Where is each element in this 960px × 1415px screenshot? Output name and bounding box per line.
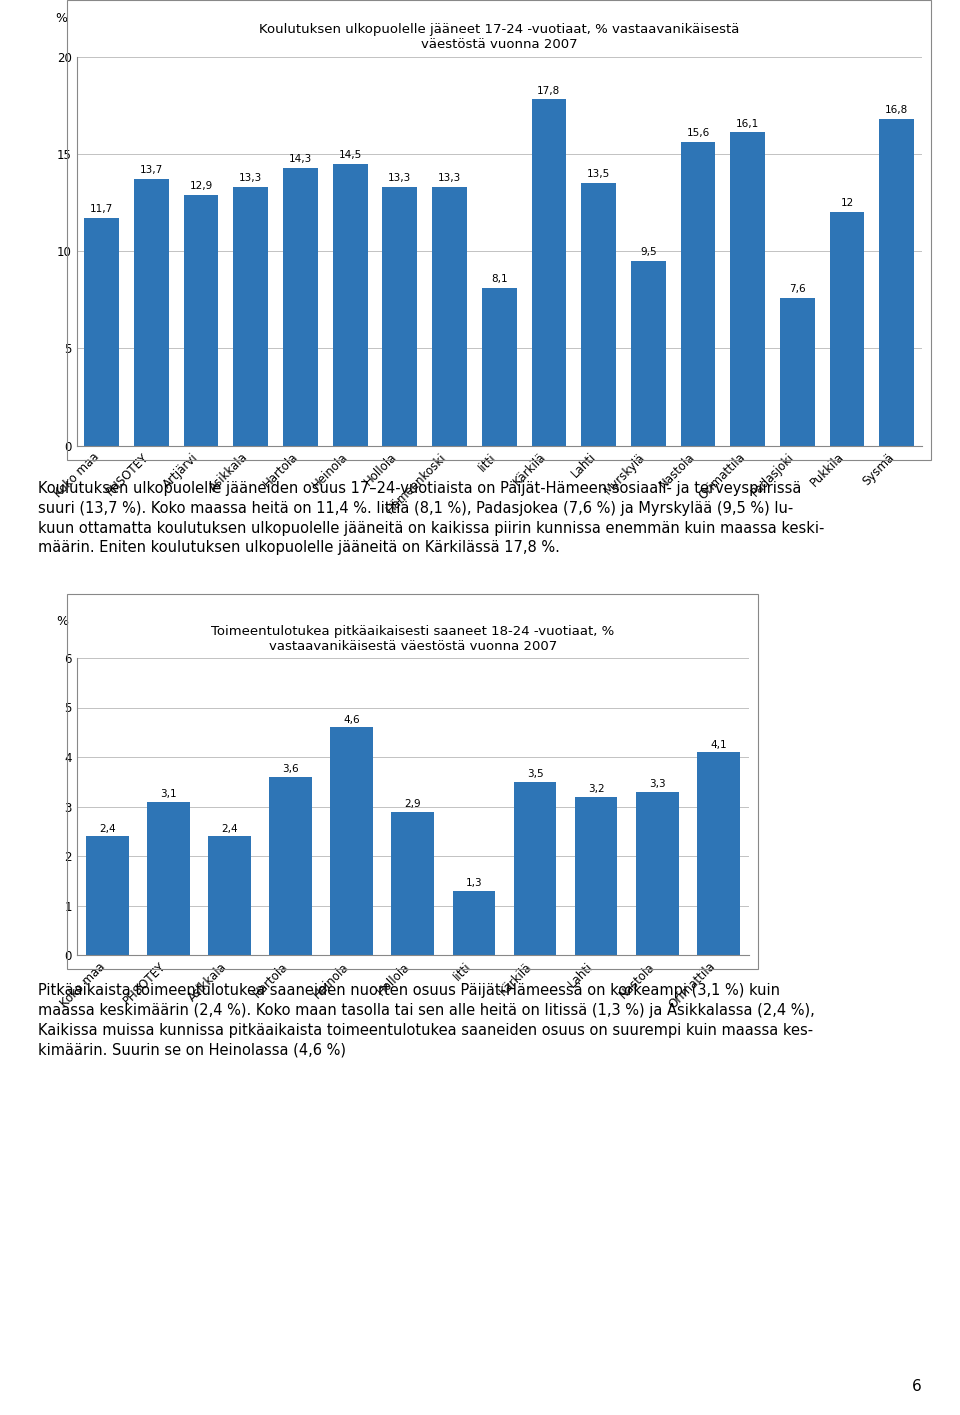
Title: Koulutuksen ulkopuolelle jääneet 17-24 -vuotiaat, % vastaavanikäisestä
väestöstä: Koulutuksen ulkopuolelle jääneet 17-24 -…	[259, 23, 739, 51]
Title: Toimeentulotukea pitkäaikaisesti saaneet 18-24 -vuotiaat, %
vastaavanikäisestä v: Toimeentulotukea pitkäaikaisesti saaneet…	[211, 624, 614, 652]
Text: 12,9: 12,9	[189, 181, 213, 191]
Text: 9,5: 9,5	[640, 248, 657, 258]
Bar	[452, 891, 495, 955]
Text: 13,3: 13,3	[239, 173, 262, 183]
Text: %: %	[56, 13, 67, 25]
Text: 13,5: 13,5	[587, 170, 611, 180]
Bar	[879, 119, 914, 446]
Bar	[183, 195, 219, 446]
Text: 3,2: 3,2	[588, 784, 605, 794]
Text: 13,7: 13,7	[140, 166, 163, 175]
Text: 15,6: 15,6	[686, 129, 709, 139]
Bar	[482, 289, 516, 446]
Bar	[780, 297, 815, 446]
Text: 14,5: 14,5	[339, 150, 362, 160]
Text: 2,4: 2,4	[99, 824, 115, 833]
Text: %: %	[57, 616, 69, 628]
Bar	[514, 781, 557, 955]
Text: 3,6: 3,6	[282, 764, 299, 774]
Bar	[147, 801, 190, 955]
Bar	[532, 99, 566, 446]
Bar	[432, 187, 467, 446]
Bar	[581, 183, 616, 446]
Bar	[681, 143, 715, 446]
Bar	[575, 797, 617, 955]
Text: 2,4: 2,4	[221, 824, 238, 833]
Bar	[631, 260, 665, 446]
Text: 3,5: 3,5	[527, 770, 543, 780]
Text: 2,9: 2,9	[404, 799, 421, 809]
Text: 1,3: 1,3	[466, 879, 482, 889]
Text: 8,1: 8,1	[491, 275, 508, 284]
Text: 13,3: 13,3	[388, 173, 412, 183]
Text: Pitkäaikaista toimeentulotukea saaneiden nuorten osuus Päijät-Hämeessä on korkea: Pitkäaikaista toimeentulotukea saaneiden…	[38, 983, 815, 1058]
Bar	[829, 212, 864, 446]
Text: 11,7: 11,7	[90, 204, 113, 214]
Text: Koulutuksen ulkopuolelle jääneiden osuus 17–24-vuotiaista on Päijät-Hämeen sosia: Koulutuksen ulkopuolelle jääneiden osuus…	[38, 481, 825, 556]
Bar	[233, 187, 268, 446]
Text: 3,3: 3,3	[649, 780, 665, 790]
Text: 12: 12	[840, 198, 853, 208]
Bar	[333, 164, 368, 446]
Bar	[208, 836, 251, 955]
Text: 17,8: 17,8	[538, 85, 561, 95]
Bar	[134, 180, 169, 446]
Text: 4,1: 4,1	[710, 740, 727, 750]
Bar	[84, 218, 119, 446]
Bar	[731, 133, 765, 446]
Text: 4,6: 4,6	[344, 715, 360, 724]
Text: 16,8: 16,8	[885, 105, 908, 115]
Bar	[697, 753, 739, 955]
Bar	[86, 836, 129, 955]
Bar	[392, 811, 434, 955]
Text: 14,3: 14,3	[289, 154, 312, 164]
Bar	[330, 727, 373, 955]
Text: 7,6: 7,6	[789, 284, 805, 294]
Text: 6: 6	[912, 1378, 922, 1394]
Text: 3,1: 3,1	[160, 790, 177, 799]
Text: 13,3: 13,3	[438, 173, 461, 183]
Text: 16,1: 16,1	[736, 119, 759, 129]
Bar	[636, 792, 679, 955]
Bar	[382, 187, 418, 446]
Bar	[269, 777, 312, 955]
Bar	[283, 167, 318, 446]
